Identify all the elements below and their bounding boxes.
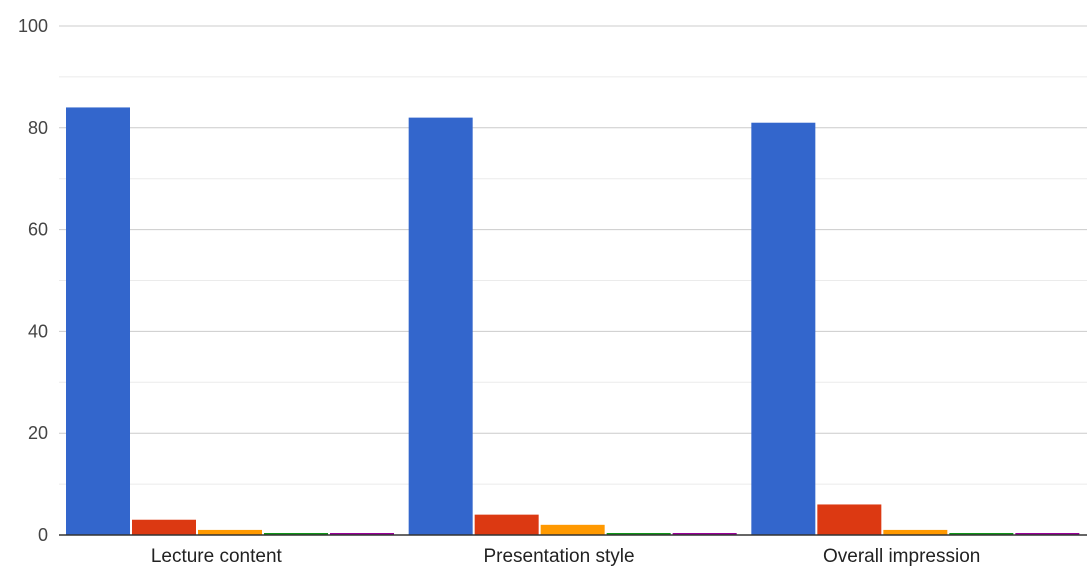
bar[interactable] xyxy=(949,533,1014,535)
bar[interactable] xyxy=(751,122,816,536)
bars xyxy=(66,107,1080,536)
bar[interactable] xyxy=(198,529,262,535)
bar[interactable] xyxy=(474,514,539,535)
y-tick-label: 60 xyxy=(28,220,48,240)
bar[interactable] xyxy=(540,524,605,535)
y-tick-label: 100 xyxy=(18,16,48,36)
bar[interactable] xyxy=(264,533,328,535)
bar[interactable] xyxy=(1015,533,1080,535)
bar[interactable] xyxy=(66,107,130,535)
y-tick-label: 0 xyxy=(38,525,48,545)
bar[interactable] xyxy=(883,529,948,535)
bar[interactable] xyxy=(132,519,196,535)
x-category-label: Presentation style xyxy=(483,546,634,567)
y-axis-ticks: 0 20 40 60 80 100 xyxy=(18,16,48,545)
bar[interactable] xyxy=(672,533,737,535)
bar[interactable] xyxy=(330,533,394,535)
y-tick-label: 20 xyxy=(28,423,48,443)
x-category-label: Overall impression xyxy=(823,546,980,567)
grid-lines xyxy=(59,25,1087,485)
bar[interactable] xyxy=(817,504,882,535)
x-category-label: Lecture content xyxy=(151,546,283,567)
x-axis-categories: Lecture content Presentation style Overall… xyxy=(151,546,980,567)
y-tick-label: 80 xyxy=(28,118,48,138)
bar[interactable] xyxy=(606,533,671,535)
y-tick-label: 40 xyxy=(28,321,48,341)
bar[interactable] xyxy=(408,117,473,536)
